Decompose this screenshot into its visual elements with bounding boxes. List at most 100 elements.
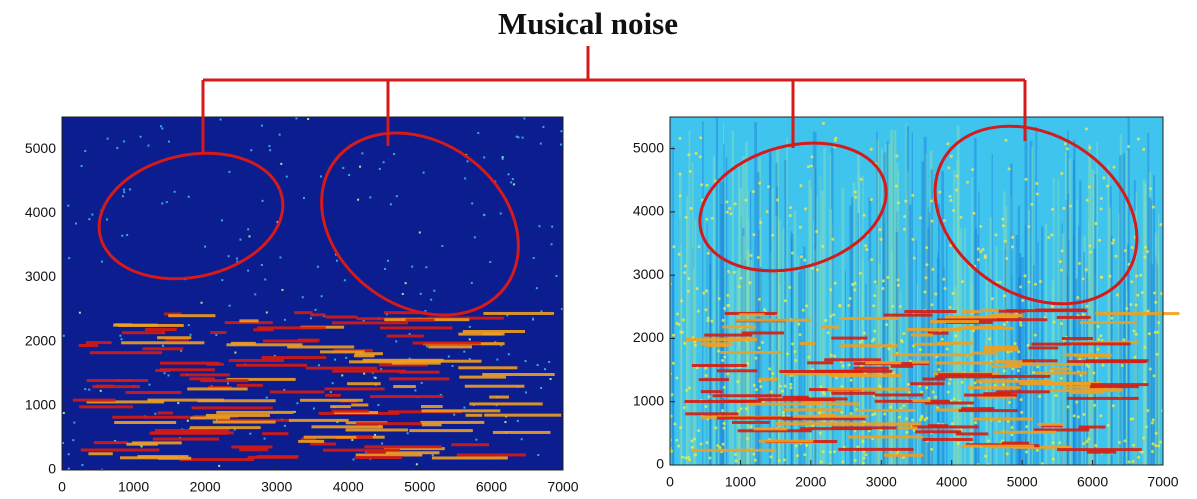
texture [1011, 236, 1014, 239]
texture [872, 304, 875, 307]
texture [264, 278, 266, 280]
texture [374, 434, 376, 436]
x-tick-label: 5000 [1007, 474, 1038, 490]
texture [1146, 409, 1149, 412]
texture [865, 361, 901, 364]
texture [1148, 332, 1151, 335]
texture [1003, 294, 1006, 297]
texture [1131, 246, 1134, 249]
texture [390, 203, 392, 205]
texture [68, 468, 70, 470]
texture [180, 373, 230, 376]
texture [996, 390, 1050, 393]
texture [897, 284, 900, 287]
texture [723, 427, 726, 430]
texture [672, 245, 675, 248]
texture [704, 374, 707, 377]
texture [496, 359, 498, 361]
texture [1053, 321, 1056, 324]
texture [441, 245, 443, 247]
texture [1002, 383, 1005, 386]
texture [375, 377, 377, 379]
texture [1039, 280, 1042, 283]
texture [784, 408, 843, 411]
texture [425, 266, 427, 268]
texture [421, 405, 443, 408]
texture [1038, 395, 1041, 398]
texture [911, 334, 933, 337]
texture [873, 338, 876, 341]
x-tick-label: 1000 [725, 474, 756, 490]
texture [1131, 417, 1134, 420]
texture [551, 243, 553, 245]
texture [344, 279, 346, 281]
texture [788, 286, 791, 289]
texture [119, 335, 121, 337]
texture [161, 202, 163, 204]
texture [464, 177, 466, 179]
texture [1137, 137, 1140, 140]
texture [754, 357, 757, 360]
texture [510, 181, 512, 183]
texture [73, 399, 116, 402]
texture [1094, 444, 1097, 447]
texture [123, 140, 125, 142]
texture [925, 276, 928, 279]
texture [264, 438, 266, 440]
texture [210, 331, 226, 334]
texture [262, 432, 288, 435]
texture [469, 338, 471, 340]
texture [828, 388, 911, 391]
texture [849, 297, 852, 300]
texture [1050, 233, 1053, 236]
texture [832, 313, 835, 316]
texture [930, 448, 933, 451]
texture [469, 402, 542, 405]
texture [679, 426, 682, 429]
texture [1092, 372, 1095, 375]
texture [913, 399, 931, 402]
texture [113, 324, 158, 327]
texture [677, 445, 680, 448]
annotation-title: Musical noise [498, 6, 678, 41]
texture [555, 275, 557, 277]
texture [972, 351, 998, 354]
texture [822, 391, 825, 394]
texture [430, 299, 432, 301]
texture [1067, 397, 1139, 400]
texture [414, 389, 416, 391]
texture [911, 194, 914, 197]
texture [1025, 450, 1028, 453]
texture [279, 134, 281, 136]
texture [500, 213, 502, 215]
texture [91, 214, 93, 216]
texture [121, 341, 204, 344]
texture [789, 383, 792, 386]
texture [318, 364, 320, 366]
texture [482, 373, 554, 376]
texture [236, 258, 238, 260]
texture [483, 156, 485, 158]
texture [1005, 257, 1008, 260]
texture [1089, 244, 1092, 247]
texture [452, 365, 454, 367]
texture [961, 280, 964, 283]
texture [467, 160, 469, 162]
texture [672, 362, 675, 365]
texture [951, 422, 954, 425]
texture [1021, 299, 1024, 302]
texture [369, 196, 371, 198]
texture [1061, 249, 1064, 252]
texture [395, 340, 397, 342]
texture [400, 360, 481, 363]
texture [1060, 269, 1063, 272]
texture [961, 445, 1034, 448]
texture [1069, 204, 1072, 207]
texture [229, 359, 284, 362]
texture [420, 293, 422, 295]
texture [1132, 444, 1135, 447]
texture [826, 402, 859, 405]
texture [854, 196, 857, 199]
texture [700, 183, 703, 186]
texture [782, 411, 785, 414]
